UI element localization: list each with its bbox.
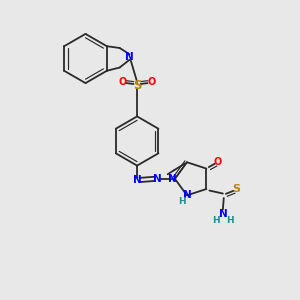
Text: S: S (133, 79, 141, 92)
Text: N: N (182, 190, 191, 200)
Text: H: H (178, 197, 185, 206)
Text: O: O (147, 77, 156, 88)
Text: N: N (167, 174, 176, 184)
Text: H: H (212, 216, 220, 225)
Text: O: O (214, 157, 222, 167)
Text: H: H (226, 216, 233, 225)
Text: N: N (133, 175, 142, 185)
Text: N: N (153, 174, 162, 184)
Text: N: N (125, 52, 134, 62)
Text: N: N (218, 208, 227, 219)
Text: S: S (232, 184, 240, 194)
Text: O: O (118, 77, 127, 88)
